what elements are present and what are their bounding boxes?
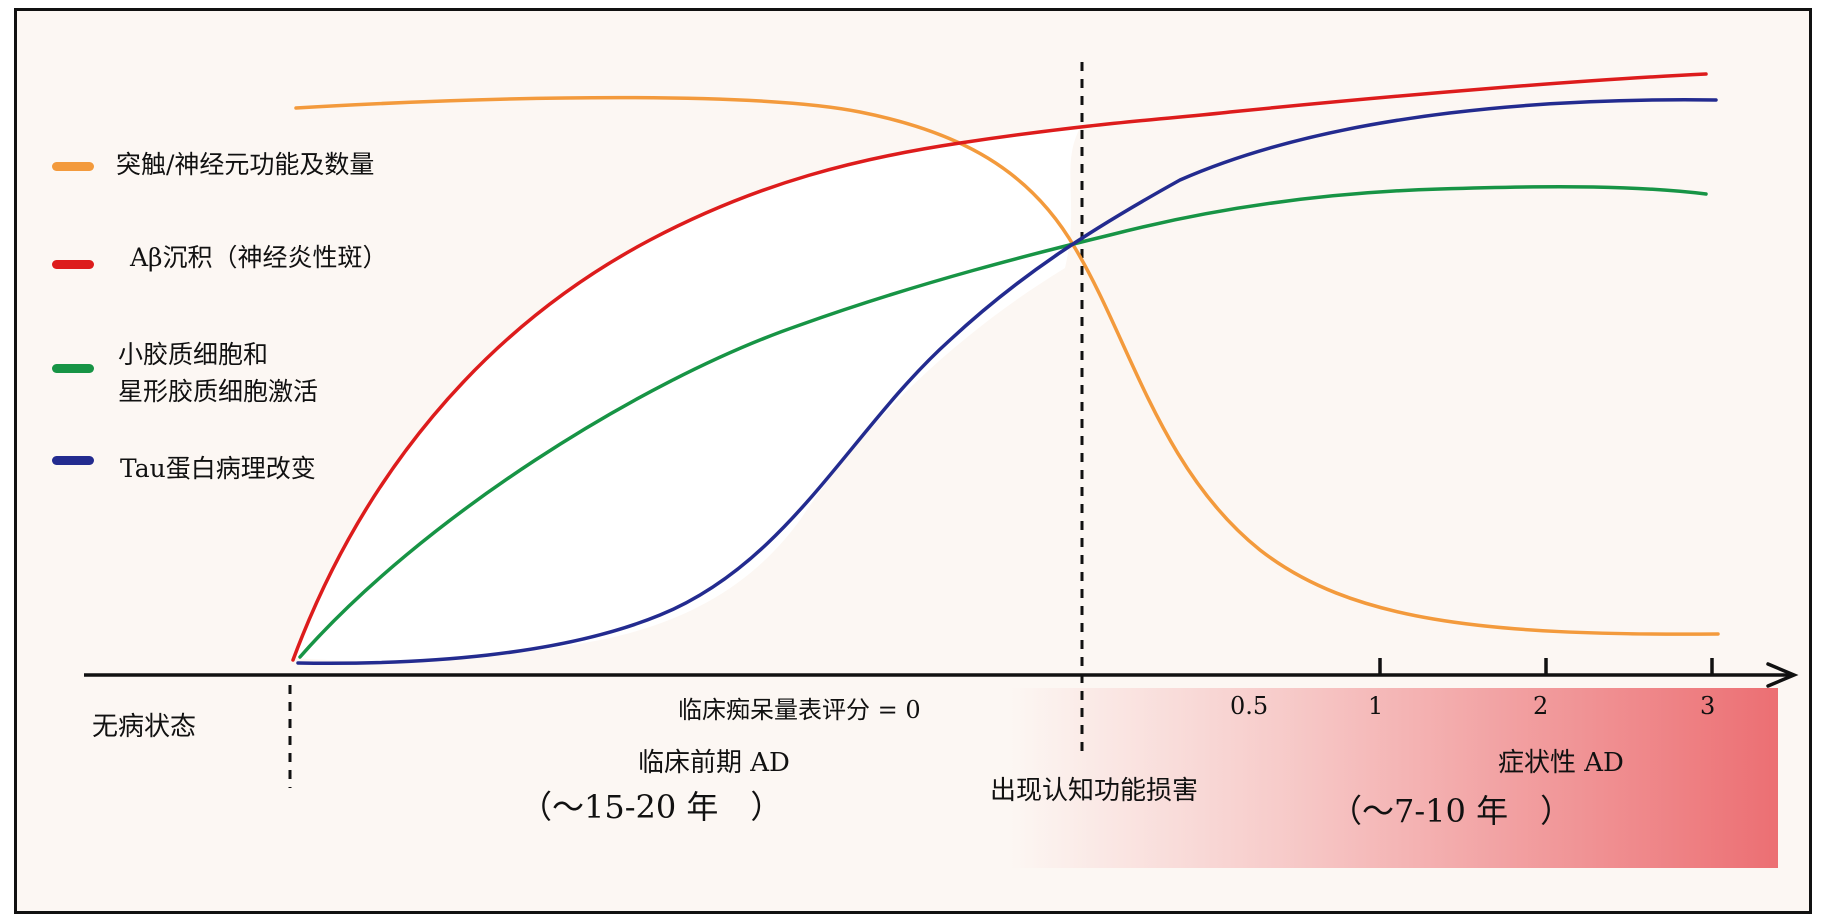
symptomatic-stage-label: 症状性 AD — [1498, 748, 1624, 778]
synapse-neuron-curve — [294, 95, 1720, 636]
tick-label-1: 1 — [1368, 692, 1384, 720]
legend-swatch-synapse — [52, 162, 94, 171]
healthy-stage-label: 无病状态 — [92, 712, 197, 742]
cdr-axis-arrowhead — [1766, 662, 1799, 688]
legend-label-glia-line2: 星形胶质细胞激活 — [118, 377, 319, 406]
preclinical-duration-label: （～15-20 年 ） — [520, 788, 783, 826]
abeta-deposition-curve — [291, 72, 1708, 662]
legend-swatch-abeta — [52, 260, 94, 269]
cdr-zero-label: 临床痴呆量表评分 = 0 — [678, 696, 921, 724]
legend-label-abeta: Aβ沉积（神经炎性斑） — [130, 243, 388, 272]
glial-activation-curve — [298, 184, 1708, 659]
cognitive-impairment-onset-label: 出现认知功能损害 — [990, 776, 1199, 806]
preclinical-stage-label: 临床前期 AD — [638, 748, 790, 778]
tau-pathology-curve — [296, 98, 1718, 665]
symptomatic-stage-band — [1010, 688, 1778, 868]
tick-label-2: 2 — [1533, 692, 1549, 720]
tick-label-3: 3 — [1700, 692, 1716, 720]
tick-label-0-5: 0.5 — [1230, 692, 1269, 720]
legend-label-tau: Tau蛋白病理改变 — [120, 454, 316, 483]
legend-swatch-glia — [52, 364, 94, 373]
legend-label-glia-line1: 小胶质细胞和 — [118, 340, 269, 369]
legend-label-synapse: 突触/神经元功能及数量 — [116, 150, 375, 179]
symptomatic-duration-label: （～7-10 年 ） — [1330, 792, 1573, 830]
legend-swatch-tau — [52, 456, 94, 465]
preclinical-area-fill — [296, 128, 1080, 661]
